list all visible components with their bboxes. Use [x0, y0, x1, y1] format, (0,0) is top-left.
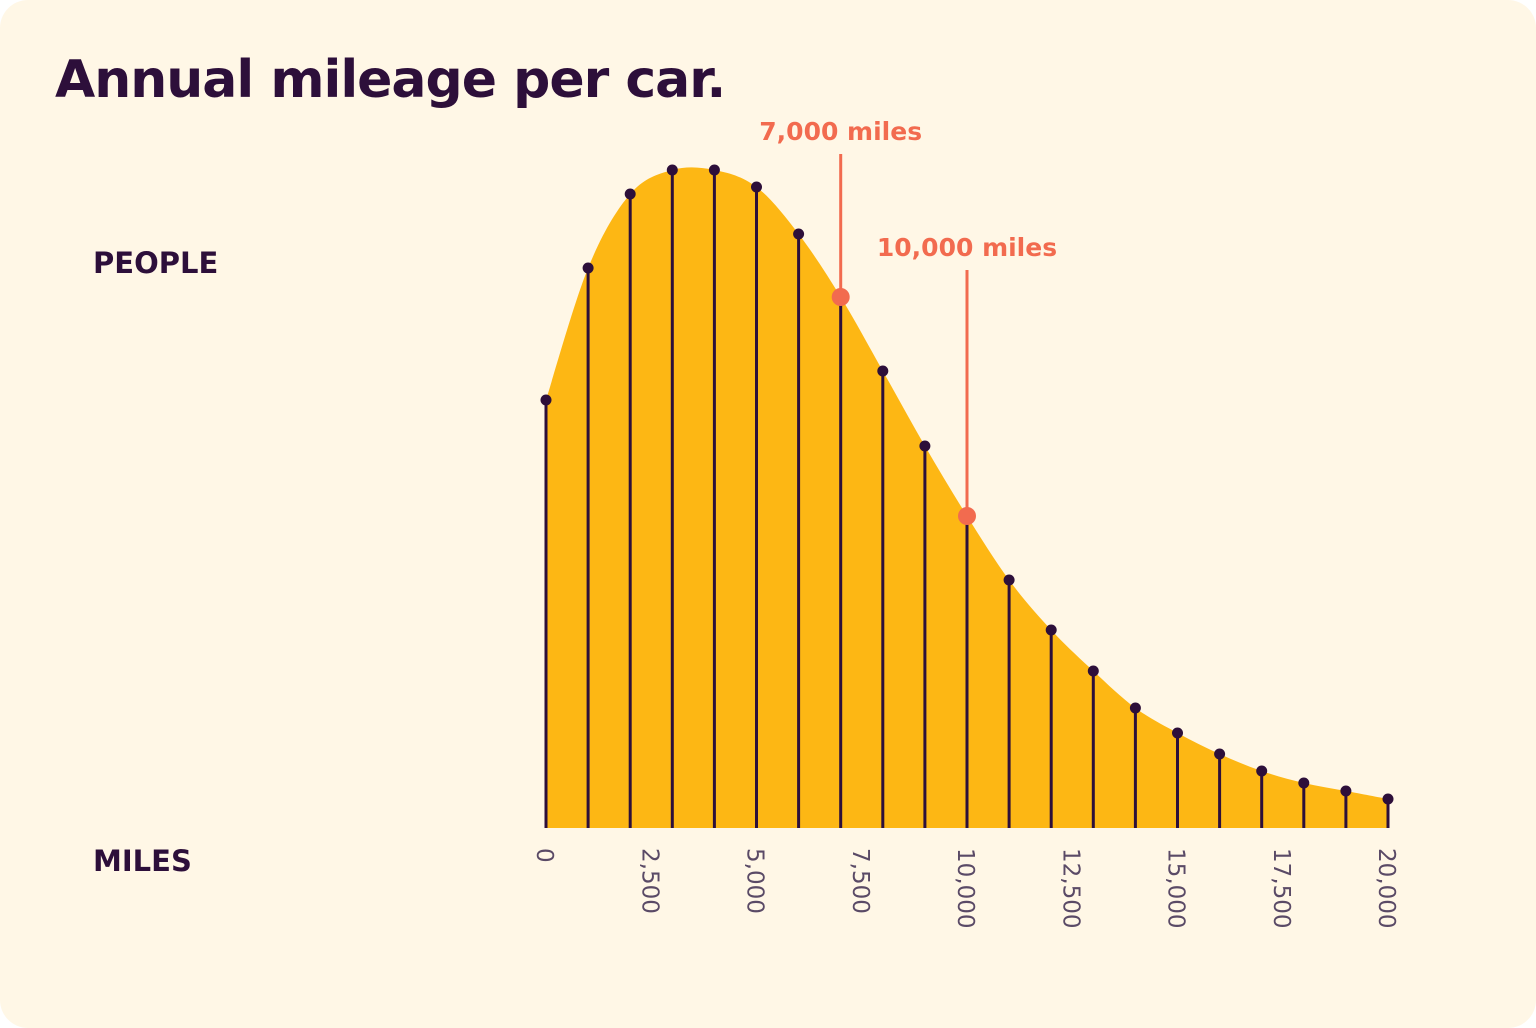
x-axis-label: MILES: [93, 844, 192, 878]
annotation-marker: [958, 507, 976, 525]
x-tick-label: 0: [531, 848, 557, 863]
data-point: [666, 164, 678, 176]
x-tick-label: 20,000: [1373, 848, 1399, 928]
data-point: [1045, 624, 1057, 636]
x-tick-label: 10,000: [952, 848, 978, 928]
data-point: [793, 228, 805, 240]
data-point: [1298, 777, 1310, 789]
chart-title: Annual mileage per car.: [55, 50, 726, 110]
data-point: [919, 440, 931, 452]
data-point: [1340, 785, 1352, 797]
data-point: [540, 394, 552, 406]
x-tick-label: 7,500: [847, 848, 873, 914]
y-axis-label: PEOPLE: [93, 246, 219, 280]
annotation-label: 10,000 miles: [877, 233, 1057, 262]
data-point: [1382, 793, 1394, 805]
x-tick-label: 5,000: [742, 848, 768, 914]
data-point: [751, 181, 762, 193]
x-tick-label: 15,000: [1163, 848, 1189, 928]
data-point: [708, 164, 720, 176]
data-point: [1087, 665, 1099, 677]
data-point: [1256, 765, 1268, 777]
data-point: [582, 262, 594, 274]
data-point: [877, 365, 889, 377]
data-point: [1214, 748, 1226, 760]
x-tick-label: 12,500: [1057, 848, 1083, 928]
annotation-marker: [831, 288, 850, 306]
data-point: [1003, 574, 1015, 586]
data-point: [624, 188, 636, 200]
data-point: [1172, 727, 1183, 739]
data-point: [1129, 702, 1141, 714]
annotation-label: 7,000 miles: [759, 117, 922, 146]
x-tick-label: 17,500: [1268, 848, 1294, 928]
x-tick-label: 2,500: [636, 848, 662, 914]
